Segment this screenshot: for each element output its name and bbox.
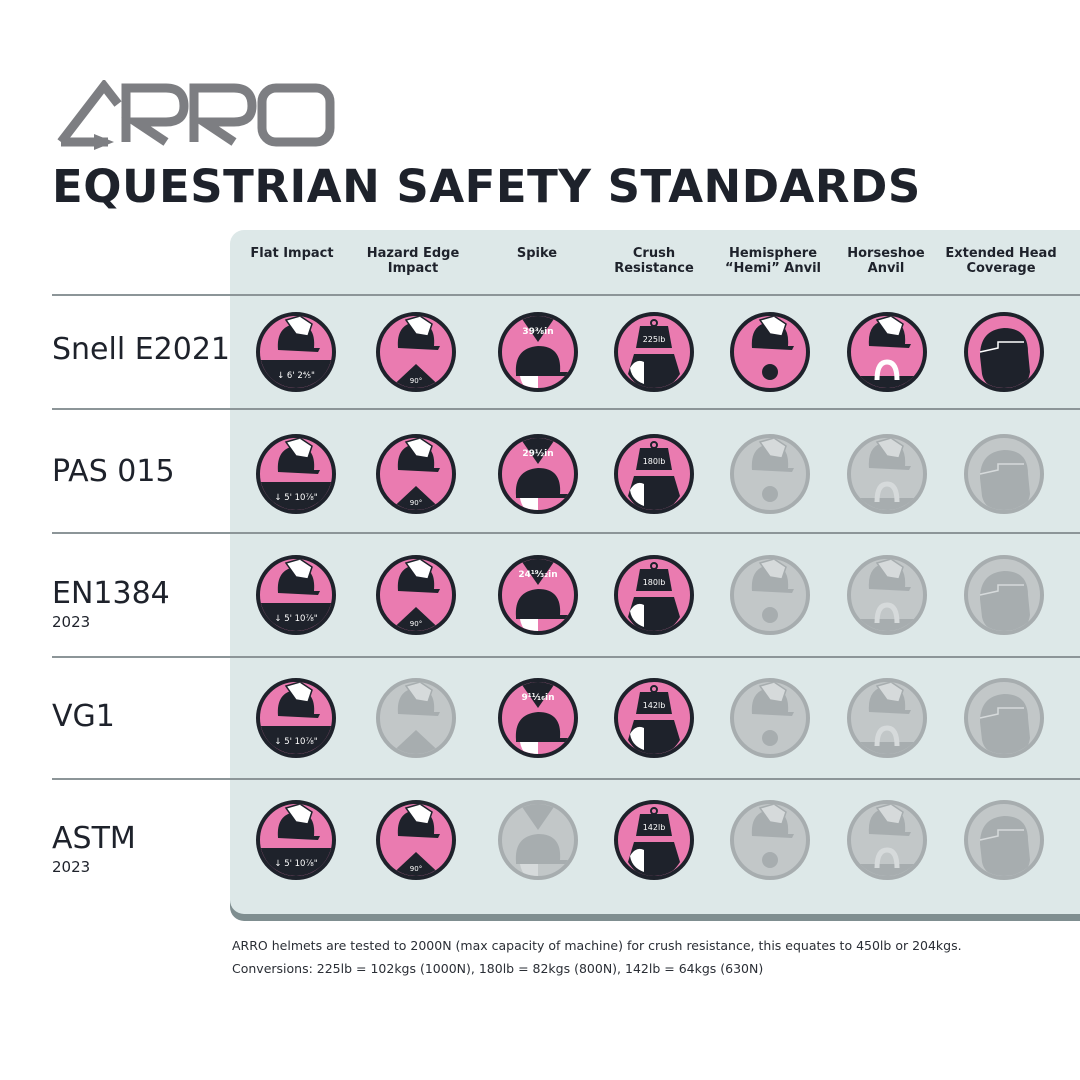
standard-name: Snell E2021 (52, 332, 231, 367)
svg-text:24¹⁹⁄₃₂in: 24¹⁹⁄₃₂in (518, 570, 557, 580)
page-title: EQUESTRIAN SAFETY STANDARDS (52, 160, 921, 213)
test-icon-hemi (730, 800, 810, 880)
test-icon-horseshoe (847, 555, 927, 635)
test-icon-extended (964, 555, 1044, 635)
test-icon-spike: 39⅜in (498, 312, 578, 392)
test-icon-crush: 142lb (614, 678, 694, 758)
svg-text:↓ 6' 2⅘": ↓ 6' 2⅘" (277, 371, 315, 381)
test-icon-horseshoe (847, 800, 927, 880)
standard-year: 2023 (52, 613, 91, 631)
test-icon-hazard: 90° (376, 434, 456, 514)
test-icon-hemi (730, 434, 810, 514)
column-header-spike: Spike (516, 246, 558, 261)
test-icon-extended (964, 678, 1044, 758)
test-icon-crush: 180lb (614, 555, 694, 635)
row-label-astm: ASTM 2023 (52, 821, 136, 876)
test-icon-extended (964, 434, 1044, 514)
standard-name: ASTM (52, 821, 136, 856)
column-header-extended: Extended Head Coverage (945, 246, 1057, 276)
test-icon-spike: 29½in (498, 434, 578, 514)
svg-text:39⅜in: 39⅜in (522, 327, 553, 337)
test-icon-hazard: 90° (376, 800, 456, 880)
svg-text:90°: 90° (410, 499, 422, 507)
svg-text:↓ 5' 10⅞": ↓ 5' 10⅞" (274, 614, 317, 624)
column-header-horseshoe: Horseshoe Anvil (847, 246, 925, 276)
row-divider (52, 294, 1080, 296)
svg-text:142lb: 142lb (643, 701, 666, 710)
test-icon-horseshoe (847, 678, 927, 758)
row-label-vg1: VG1 (52, 699, 115, 734)
row-divider (52, 778, 1080, 780)
svg-text:↓ 5' 10⅞": ↓ 5' 10⅞" (274, 737, 317, 747)
column-header-crush: Crush Resistance (614, 246, 694, 276)
test-icon-crush: 142lb (614, 800, 694, 880)
svg-text:29½in: 29½in (522, 448, 553, 459)
row-divider (52, 532, 1080, 534)
svg-text:90°: 90° (410, 865, 422, 873)
test-icon-crush: 180lb (614, 434, 694, 514)
svg-text:225lb: 225lb (643, 335, 666, 344)
svg-text:9¹¹⁄₁₆in: 9¹¹⁄₁₆in (521, 693, 554, 703)
test-icon-flat: ↓ 5' 10⅞" (256, 555, 336, 635)
test-icon-crush: 225lb (614, 312, 694, 392)
test-icon-horseshoe (847, 312, 927, 392)
standard-name: PAS 015 (52, 454, 175, 489)
arro-logo (57, 80, 335, 150)
test-icon-hemi (730, 555, 810, 635)
test-icon-flat: ↓ 6' 2⅘" (256, 312, 336, 392)
standard-name: VG1 (52, 699, 115, 734)
svg-text:142lb: 142lb (643, 823, 666, 832)
test-icon-extended (964, 312, 1044, 392)
svg-text:90°: 90° (410, 377, 422, 385)
standard-name: EN1384 (52, 576, 170, 611)
svg-text:↓ 5' 10⅞": ↓ 5' 10⅞" (274, 493, 317, 503)
svg-text:180lb: 180lb (643, 457, 666, 466)
column-header-flat-impact: Flat Impact (250, 246, 334, 261)
row-label-en1384: EN1384 2023 (52, 576, 170, 631)
column-header-hemi-anvil: Hemisphere “Hemi” Anvil (724, 246, 821, 276)
test-icon-flat: ↓ 5' 10⅞" (256, 678, 336, 758)
svg-text:90°: 90° (410, 620, 422, 628)
column-header-hazard-edge: Hazard Edge Impact (366, 246, 460, 276)
logo-arrow-head (94, 134, 114, 150)
svg-text:↓ 5' 10⅞": ↓ 5' 10⅞" (274, 859, 317, 869)
row-label-pas: PAS 015 (52, 454, 175, 489)
footnote-crush-capacity: ARRO helmets are tested to 2000N (max ca… (232, 938, 962, 953)
standard-year: 2023 (52, 858, 91, 876)
test-icon-extended (964, 800, 1044, 880)
test-icon-spike: 24¹⁹⁄₃₂in (498, 555, 578, 635)
test-icon-hazard: 90° (376, 312, 456, 392)
test-icon-spike (498, 800, 578, 880)
test-icon-flat: ↓ 5' 10⅞" (256, 434, 336, 514)
test-icon-hazard (376, 678, 456, 758)
row-divider (52, 408, 1080, 410)
row-divider (52, 656, 1080, 658)
test-icon-horseshoe (847, 434, 927, 514)
footnote-conversions: Conversions: 225lb = 102kgs (1000N), 180… (232, 961, 764, 976)
svg-text:180lb: 180lb (643, 578, 666, 587)
row-label-snell: Snell E2021 (52, 332, 230, 367)
test-icon-spike: 9¹¹⁄₁₆in (498, 678, 578, 758)
test-icon-hemi (730, 312, 810, 392)
test-icon-flat: ↓ 5' 10⅞" (256, 800, 336, 880)
test-icon-hazard: 90° (376, 555, 456, 635)
test-icon-hemi (730, 678, 810, 758)
